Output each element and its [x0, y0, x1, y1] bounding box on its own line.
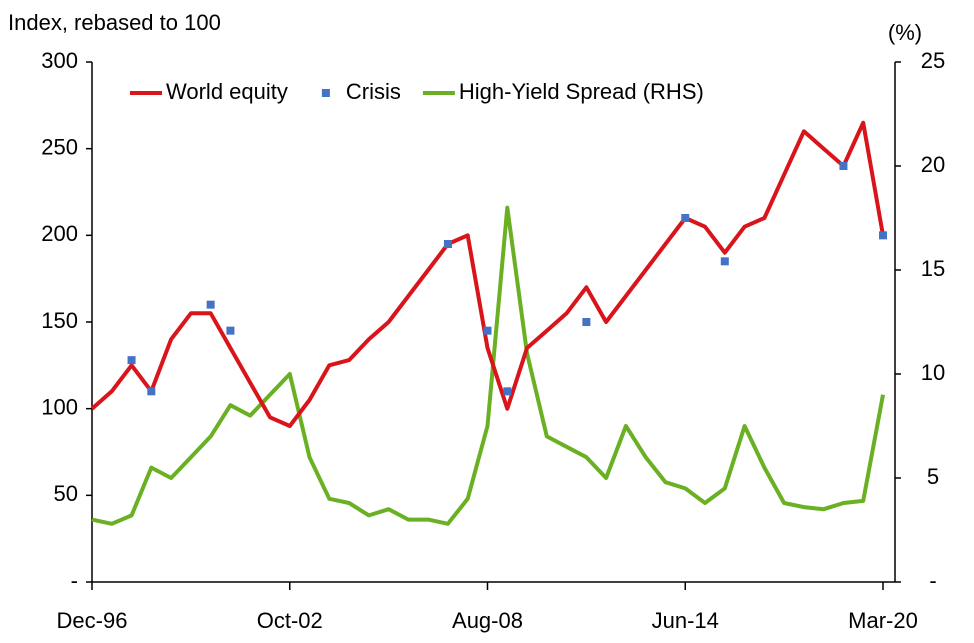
y-tick-label: -	[71, 568, 78, 593]
y2-tick-label: 10	[921, 360, 945, 385]
y-tick-label: 250	[41, 134, 78, 159]
crisis-marker	[503, 387, 512, 396]
x-tick-label: Jun-14	[652, 608, 719, 633]
crisis-marker	[206, 300, 215, 309]
series-line	[91, 205, 885, 526]
x-tick-label: Oct-02	[257, 608, 323, 633]
y-tick-label: 100	[41, 394, 78, 419]
x-tick-label: Aug-08	[452, 608, 523, 633]
crisis-marker	[582, 318, 591, 326]
y2-tick-label: 25	[921, 48, 945, 73]
y2-tick-label: 20	[921, 152, 945, 177]
y2-tick-label: 15	[921, 256, 945, 281]
y-tick-label: 50	[54, 481, 78, 506]
x-tick-label: Dec-96	[57, 608, 128, 633]
crisis-marker	[443, 240, 452, 248]
crisis-marker	[226, 326, 235, 335]
y-tick-label: 150	[41, 308, 78, 333]
crisis-marker	[147, 387, 156, 396]
crisis-marker	[681, 214, 690, 222]
series-line	[90, 120, 885, 428]
y2-tick-label: -	[929, 568, 936, 593]
y2-tick-label: 5	[927, 464, 939, 489]
y-tick-label: 200	[41, 221, 78, 246]
y-tick-label: 300	[41, 48, 78, 73]
crisis-marker	[879, 231, 887, 240]
legend-swatch	[321, 89, 330, 97]
crisis-marker	[127, 356, 136, 365]
x-tick-label: Mar-20	[848, 608, 918, 633]
y2-axis-label: (%)	[888, 20, 922, 45]
legend-label: Crisis	[346, 79, 401, 104]
legend-label: High-Yield Spread (RHS)	[459, 79, 704, 104]
crisis-marker	[839, 162, 848, 170]
legend-label: World equity	[166, 79, 288, 104]
y-axis-label: Index, rebased to 100	[8, 10, 221, 35]
crisis-marker	[483, 326, 492, 335]
crisis-marker	[720, 257, 729, 266]
